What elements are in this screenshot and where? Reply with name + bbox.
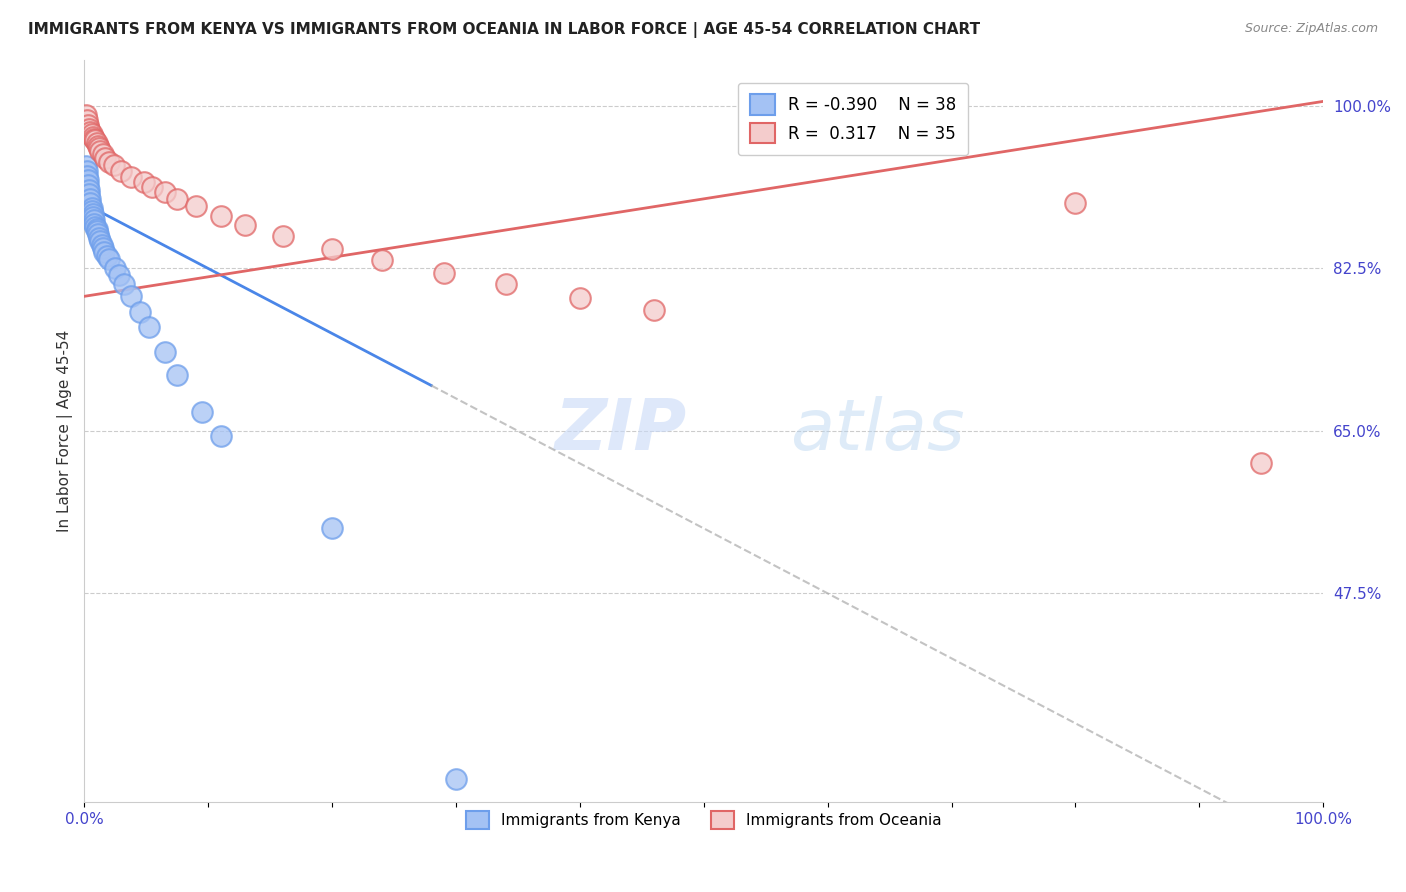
Point [132,175,155,189]
Point [110,164,132,178]
Point [444,772,467,786]
Point [89,231,111,245]
Point [84,133,107,147]
Point [77,118,100,132]
Point [98,154,121,169]
Point [271,229,294,244]
Point [89,144,111,158]
Point [90,238,112,252]
Point [568,291,591,305]
Point [89,234,111,248]
Point [76,169,98,183]
Point [166,368,188,383]
Point [77,173,100,187]
Point [83,213,105,227]
Point [96,249,118,263]
Point [93,244,115,259]
Point [77,178,100,192]
Point [141,179,163,194]
Point [1250,457,1272,471]
Point [643,303,665,318]
Text: ZIP: ZIP [555,396,688,466]
Point [82,207,104,221]
Point [86,136,108,150]
Point [321,242,343,256]
Point [235,218,257,232]
Point [184,199,207,213]
Point [80,127,103,141]
Point [77,187,100,202]
Point [108,268,131,282]
Point [153,345,176,359]
Point [1064,196,1087,211]
Point [91,241,114,255]
Point [120,169,142,184]
Point [103,158,125,172]
Legend: Immigrants from Kenya, Immigrants from Oceania: Immigrants from Kenya, Immigrants from O… [460,805,948,836]
Point [209,428,232,442]
Point [77,122,100,136]
Point [209,209,232,223]
Point [89,141,111,155]
Point [79,192,101,206]
Point [79,196,101,211]
Point [129,305,152,319]
Y-axis label: In Labor Force | Age 45-54: In Labor Force | Age 45-54 [58,330,73,532]
Text: Source: ZipAtlas.com: Source: ZipAtlas.com [1244,22,1378,36]
Text: atlas: atlas [790,396,965,466]
Point [87,139,110,153]
Point [91,147,114,161]
Point [120,289,142,303]
Point [86,224,108,238]
Point [76,112,98,127]
Point [76,164,98,178]
Point [191,405,214,419]
Point [98,252,121,267]
Point [153,186,176,200]
Text: IMMIGRANTS FROM KENYA VS IMMIGRANTS FROM OCEANIA IN LABOR FORCE | AGE 45-54 CORR: IMMIGRANTS FROM KENYA VS IMMIGRANTS FROM… [28,22,980,38]
Point [86,222,108,236]
Point [104,261,127,276]
Point [84,219,107,234]
Point [80,201,103,215]
Point [82,211,104,225]
Point [83,217,105,231]
Point [83,131,105,145]
Point [370,253,392,268]
Point [82,129,104,144]
Point [433,266,456,280]
Point [166,192,188,206]
Point [79,125,101,139]
Point [112,277,135,292]
Point [75,159,97,173]
Point [321,521,343,535]
Point [75,108,97,122]
Point [138,320,160,334]
Point [87,227,110,241]
Point [80,203,103,218]
Point [94,151,117,165]
Point [77,183,100,197]
Point [495,277,517,292]
